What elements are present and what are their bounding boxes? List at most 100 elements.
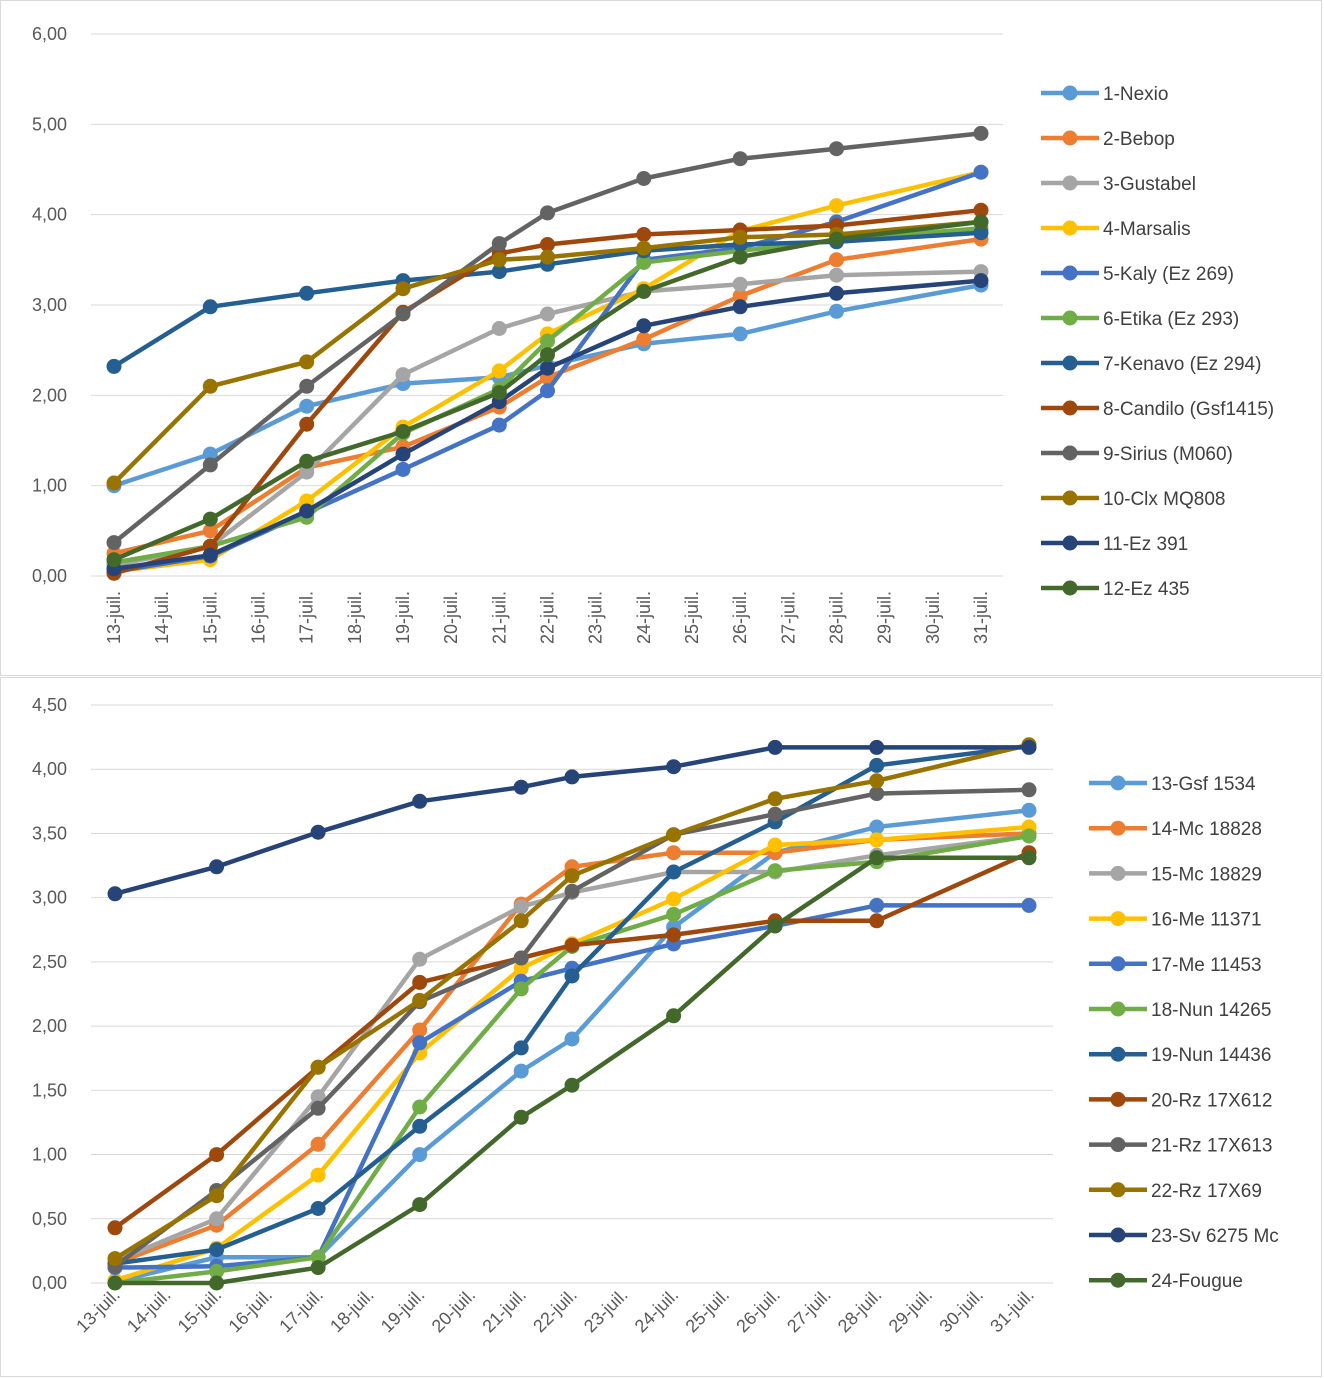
legend-marker — [1062, 490, 1078, 506]
legend-marker — [1110, 1272, 1126, 1288]
data-point — [106, 475, 122, 491]
legend-item: 3-Gustabel — [1041, 174, 1196, 195]
legend-label: 10-Clx MQ808 — [1103, 489, 1226, 510]
data-point — [564, 1077, 580, 1093]
legend-label: 12-Ez 435 — [1103, 579, 1190, 600]
data-point — [540, 360, 555, 376]
data-point — [732, 326, 748, 342]
series-line — [113, 787, 1030, 1269]
data-point — [829, 252, 844, 268]
data-point — [973, 164, 989, 180]
data-point — [299, 503, 315, 519]
chart-panel-bottom: 0,00 0,50 1,00 1,50 2,00 2,50 3,00 3,50 4,00 4,50… — [0, 677, 1322, 1377]
legend-label: 23-Sv 6275 Mc — [1151, 1226, 1279, 1247]
legend-item: 23-Sv 6275 Mc — [1089, 1226, 1279, 1247]
legend: 13-Gsf 1534 14-Mc 18828 15-Mc 18829 16-Me 1… — [1089, 774, 1279, 1292]
series-12 — [106, 214, 989, 568]
data-point — [636, 318, 652, 334]
data-point — [299, 453, 315, 469]
legend-label: 18-Nun 14265 — [1151, 1000, 1271, 1021]
data-point — [564, 937, 580, 953]
legend-item: 12-Ez 435 — [1041, 579, 1190, 600]
data-point — [540, 249, 555, 265]
x-tick-label: 22-juil. — [529, 1285, 581, 1337]
series-7 — [107, 738, 1037, 1272]
data-point — [491, 417, 507, 433]
legend-item: 16-Me 11371 — [1089, 910, 1262, 931]
data-point — [412, 1035, 428, 1051]
data-point — [491, 363, 507, 379]
x-tick-label: 25-juil. — [682, 1285, 734, 1337]
line-chart-bottom: 0,00 0,50 1,00 1,50 2,00 2,50 3,00 3,50 4,00 4,50… — [32, 695, 1279, 1337]
data-point — [1021, 802, 1037, 818]
data-point — [202, 378, 218, 394]
x-tick-label: 29-juil. — [885, 1285, 937, 1337]
data-point — [310, 824, 326, 840]
x-tick-label: 27-juil. — [778, 591, 798, 644]
legend-marker — [1062, 85, 1078, 101]
series-11 — [107, 739, 1037, 902]
legend-item: 1-Nexio — [1041, 84, 1168, 105]
series-line — [113, 850, 1030, 1230]
y-tick-label: 2,00 — [32, 385, 67, 405]
x-tick-label: 21-juil. — [489, 591, 509, 644]
series-12 — [107, 850, 1037, 1291]
y-tick-label: 4,00 — [32, 759, 67, 779]
legend-item: 18-Nun 14265 — [1089, 1000, 1271, 1021]
y-tick-label: 0,00 — [32, 566, 67, 586]
data-point — [209, 1188, 225, 1204]
legend-label: 5-Kaly (Ez 269) — [1103, 264, 1234, 285]
series-10 — [107, 737, 1037, 1267]
data-point — [636, 171, 652, 186]
data-point — [412, 974, 428, 990]
legend-item: 21-Rz 17X613 — [1089, 1136, 1272, 1157]
data-point — [310, 1089, 326, 1105]
data-point — [299, 285, 315, 301]
legend-marker — [1062, 130, 1078, 146]
data-point — [491, 385, 507, 401]
data-point — [869, 739, 885, 755]
series-line — [113, 278, 982, 572]
legend-item: 11-Ez 391 — [1041, 534, 1188, 555]
series-line — [113, 207, 982, 576]
y-tick-label: 4,50 — [32, 695, 67, 715]
data-point — [540, 333, 555, 349]
data-point — [1021, 828, 1037, 844]
legend-label: 1-Nexio — [1103, 84, 1168, 105]
legend-marker — [1062, 265, 1078, 281]
data-point — [202, 457, 218, 473]
data-point — [666, 827, 682, 843]
data-point — [564, 769, 580, 785]
data-point — [395, 281, 411, 297]
data-point — [829, 303, 844, 319]
series-9 — [106, 125, 989, 551]
series-line — [113, 219, 982, 562]
data-point — [412, 793, 428, 809]
x-tick-label: 16-juil. — [249, 591, 269, 644]
data-point — [869, 773, 885, 789]
data-point — [412, 951, 428, 967]
data-point — [491, 236, 507, 252]
data-point — [732, 288, 748, 304]
data-point — [202, 446, 218, 462]
data-point — [106, 552, 122, 568]
legend-label: 24-Fougue — [1151, 1271, 1243, 1292]
data-point — [107, 886, 123, 902]
data-point — [869, 757, 885, 773]
data-point — [107, 1251, 123, 1267]
data-point — [636, 331, 652, 347]
data-point — [1021, 897, 1037, 913]
data-point — [513, 1040, 529, 1056]
line-chart-top: 0,00 1,00 2,00 3,00 4,00 5,00 6,00 13-juil. 14-j… — [32, 24, 1274, 644]
data-point — [310, 1260, 326, 1276]
legend-marker — [1062, 175, 1078, 191]
legend-item: 2-Bebop — [1041, 129, 1175, 150]
legend: 1-Nexio 2-Bebop 3-Gustabel 4-Marsalis 5-Kaly… — [1041, 84, 1274, 600]
x-tick-label: 13-juil. — [72, 1285, 124, 1337]
legend-label: 19-Nun 14436 — [1151, 1045, 1271, 1066]
series-line — [112, 219, 982, 485]
data-point — [666, 864, 682, 880]
data-point — [732, 151, 748, 167]
legend-item: 9-Sirius (M060) — [1041, 444, 1233, 465]
y-tick-label: 0,50 — [32, 1209, 67, 1229]
